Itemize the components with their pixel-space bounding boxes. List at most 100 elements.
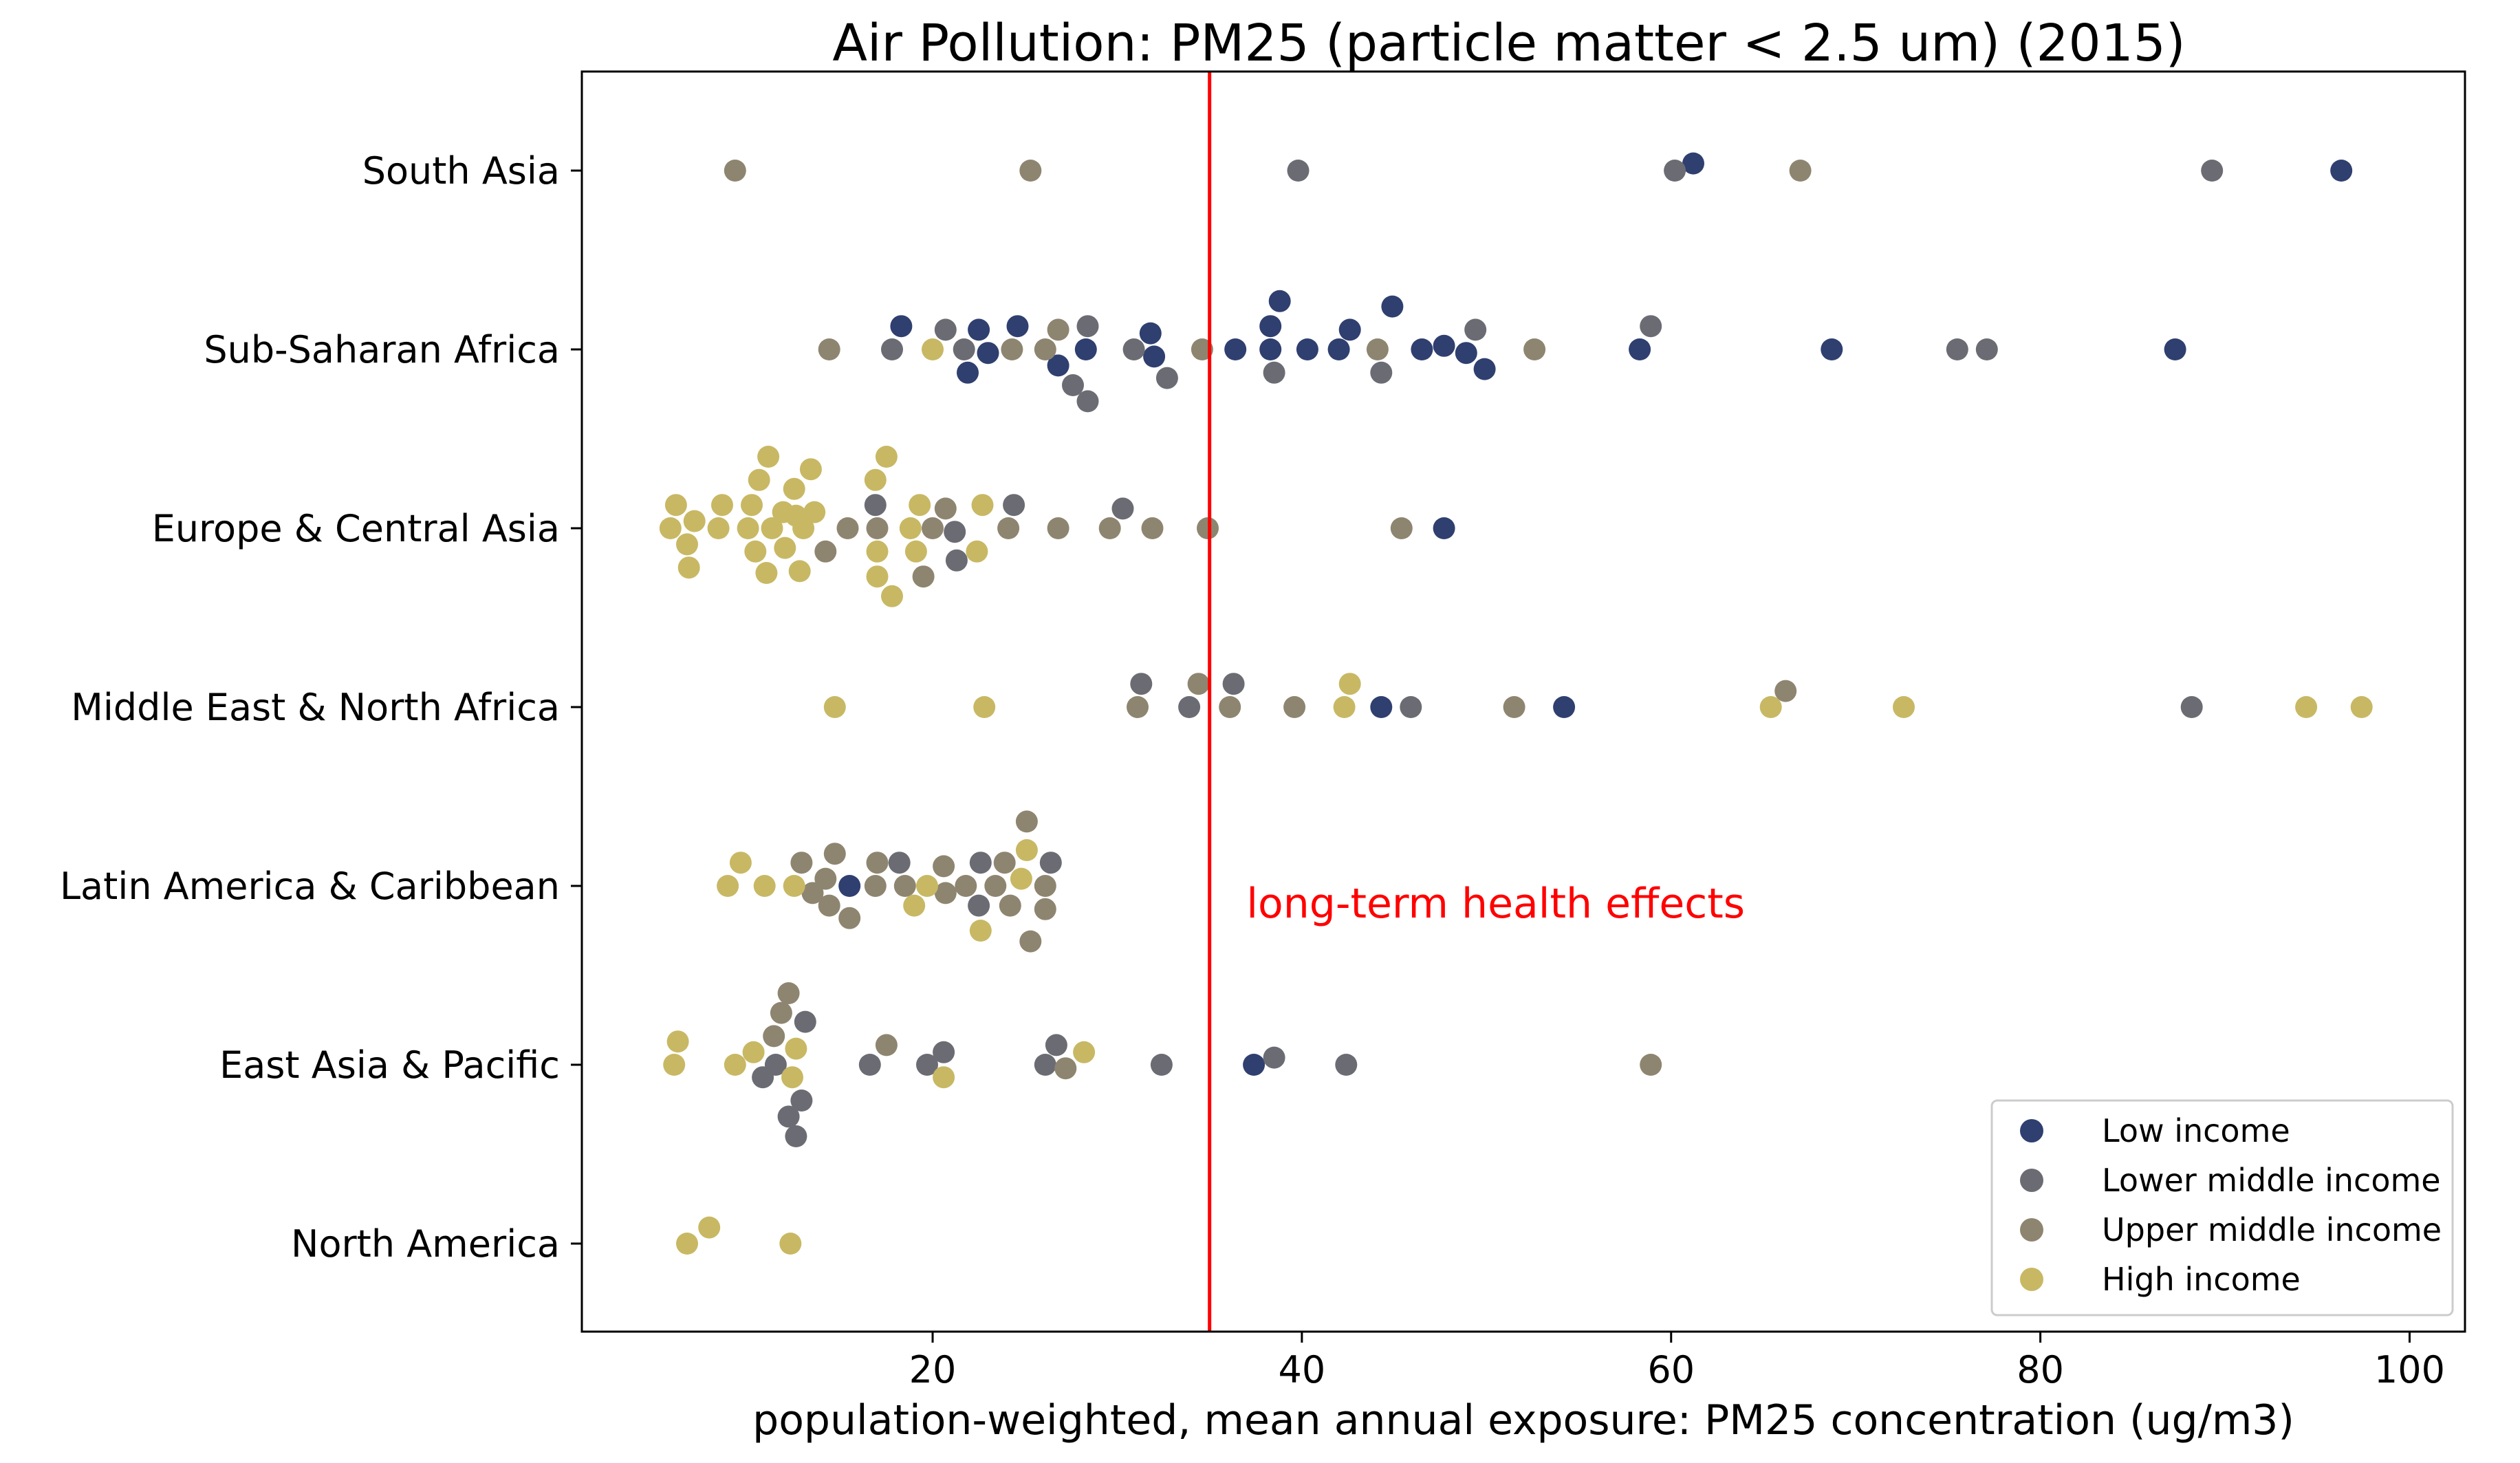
data-point xyxy=(783,477,805,500)
data-point xyxy=(683,510,706,532)
data-point xyxy=(666,1030,689,1053)
legend-label: Upper middle income xyxy=(2102,1211,2442,1248)
data-point xyxy=(676,533,698,556)
data-point xyxy=(770,1001,792,1024)
data-point xyxy=(2164,338,2186,360)
data-point xyxy=(788,560,811,583)
data-point xyxy=(1076,315,1099,338)
legend-marker xyxy=(2020,1268,2043,1291)
data-point xyxy=(909,494,931,517)
data-point xyxy=(977,342,999,365)
data-point xyxy=(838,907,861,929)
x-tick-label: 20 xyxy=(909,1348,957,1391)
data-point xyxy=(933,1066,955,1089)
data-point xyxy=(934,318,957,341)
data-point xyxy=(2201,160,2224,182)
data-point xyxy=(968,318,990,341)
data-point xyxy=(823,696,846,718)
x-tick-label: 100 xyxy=(2374,1348,2445,1391)
data-point xyxy=(1150,1054,1173,1076)
data-point xyxy=(1759,696,1782,718)
data-point xyxy=(742,1041,765,1063)
data-point xyxy=(1034,875,1056,897)
y-tick-label: Latin America & Caribbean xyxy=(60,865,560,908)
data-point xyxy=(1975,338,1998,360)
y-tick-label: East Asia & Pacific xyxy=(219,1043,560,1087)
data-point xyxy=(1127,696,1149,718)
data-point xyxy=(922,338,944,360)
data-point xyxy=(724,1054,746,1076)
data-point xyxy=(1338,318,1361,341)
data-point xyxy=(803,501,826,523)
data-point xyxy=(783,875,805,897)
data-point xyxy=(752,1066,774,1089)
reference-line-label: long-term health effects xyxy=(1246,880,1745,928)
data-point xyxy=(1047,517,1069,539)
data-point xyxy=(957,361,979,384)
data-point xyxy=(934,882,957,904)
data-point xyxy=(934,497,957,520)
data-point xyxy=(1003,494,1025,517)
data-point xyxy=(744,540,767,563)
data-point xyxy=(984,875,1007,897)
data-point xyxy=(1433,517,1455,539)
data-point xyxy=(711,494,733,517)
data-point xyxy=(999,894,1021,917)
y-tick-label: Sub-Saharan Africa xyxy=(204,328,560,371)
data-point xyxy=(1335,1054,1358,1076)
data-point xyxy=(1296,338,1318,360)
data-point xyxy=(904,540,927,563)
data-point xyxy=(890,315,913,338)
data-point xyxy=(899,517,922,539)
data-point xyxy=(2295,696,2318,718)
data-point xyxy=(1893,696,1915,718)
legend-marker xyxy=(2020,1119,2043,1142)
data-point xyxy=(753,875,776,897)
data-point xyxy=(785,1037,807,1060)
legend-label: High income xyxy=(2102,1261,2301,1298)
data-point xyxy=(1243,1054,1266,1076)
data-point xyxy=(933,855,955,878)
data-point xyxy=(785,1125,807,1147)
data-point xyxy=(903,894,926,917)
data-point xyxy=(1473,358,1496,380)
chart-title: Air Pollution: PM25 (particle matter < 2… xyxy=(832,14,2185,73)
data-points xyxy=(659,152,2373,1255)
data-point xyxy=(968,894,990,917)
data-point xyxy=(737,517,759,539)
data-point xyxy=(818,338,840,360)
series-high-income xyxy=(659,338,2373,1255)
y-tick-label: North America xyxy=(291,1222,560,1266)
data-point xyxy=(763,1025,785,1048)
data-point xyxy=(969,852,992,874)
reference-line-group: long-term health effects xyxy=(1208,72,1745,1332)
y-tick-label: Middle East & North Africa xyxy=(71,686,560,729)
data-point xyxy=(1139,322,1162,345)
data-point xyxy=(1047,318,1069,341)
data-point xyxy=(1366,338,1389,360)
data-point xyxy=(814,867,837,890)
data-point xyxy=(1045,1034,1067,1056)
data-point xyxy=(866,540,889,563)
data-point xyxy=(698,1216,721,1239)
data-point xyxy=(790,852,813,874)
data-point xyxy=(1259,338,1282,360)
data-point xyxy=(1222,673,1245,695)
data-point xyxy=(971,494,994,517)
data-point xyxy=(1268,290,1291,312)
data-point xyxy=(955,875,977,897)
data-point xyxy=(1789,160,1812,182)
data-point xyxy=(1523,338,1546,360)
data-point xyxy=(1640,315,1662,338)
data-point xyxy=(1664,160,1686,182)
data-point xyxy=(1338,673,1361,695)
data-point xyxy=(777,1105,800,1128)
data-point xyxy=(1629,338,1651,360)
data-point xyxy=(1263,361,1285,384)
data-point xyxy=(866,565,889,588)
series-lower-middle-income xyxy=(752,160,2224,1147)
data-point xyxy=(944,521,966,543)
data-point xyxy=(916,875,938,897)
x-tick-label: 60 xyxy=(1647,1348,1695,1391)
